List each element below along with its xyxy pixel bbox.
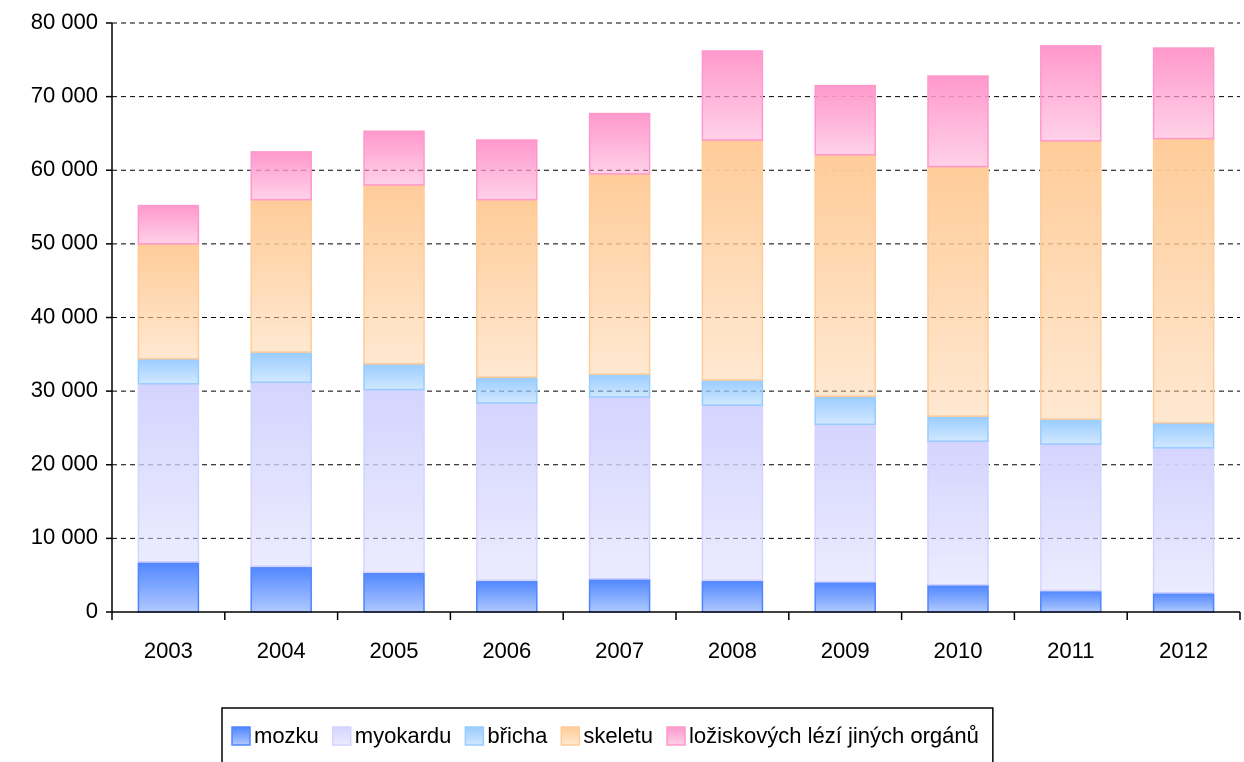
bar-segment xyxy=(927,165,989,417)
bar-segment xyxy=(1040,418,1102,445)
legend-swatch xyxy=(464,726,485,746)
bar-segment xyxy=(1040,45,1102,142)
bar-segment xyxy=(1152,137,1215,424)
bar-segment xyxy=(588,396,651,580)
x-tick-label: 2008 xyxy=(708,638,757,663)
x-tick-label: 2010 xyxy=(934,638,983,663)
y-tick-label: 30 000 xyxy=(31,377,98,402)
x-tick-label: 2005 xyxy=(370,638,419,663)
bar-segment xyxy=(250,351,312,384)
bar-segment xyxy=(363,388,425,573)
bar-segment xyxy=(137,204,200,245)
x-tick-label: 2006 xyxy=(482,638,531,663)
bar-segment xyxy=(927,440,989,586)
x-tick-label: 2007 xyxy=(595,638,644,663)
legend-swatch xyxy=(666,726,686,746)
bar-segment xyxy=(814,84,876,156)
bar-segment xyxy=(250,565,312,613)
bar-segment xyxy=(476,402,538,582)
bar-segment xyxy=(588,173,651,375)
bar-segment xyxy=(588,373,651,398)
x-tick-label: 2012 xyxy=(1159,638,1208,663)
bar-segment xyxy=(137,383,200,563)
bar-segment xyxy=(701,404,764,582)
y-tick-label: 20 000 xyxy=(31,451,98,476)
x-tick-label: 2011 xyxy=(1047,638,1094,663)
bar-segment xyxy=(1040,140,1102,420)
bar-segment xyxy=(476,198,538,378)
bar-segment xyxy=(701,50,764,141)
legend-label: ložiskových lézí jiných orgánů xyxy=(689,723,979,748)
bar-segment xyxy=(1040,443,1102,592)
bar-segment xyxy=(588,112,651,175)
bar-segment xyxy=(363,571,425,613)
y-tick-label: 50 000 xyxy=(31,230,98,255)
bar-segment xyxy=(363,363,425,391)
bar-segment xyxy=(1152,422,1215,449)
legend-label: myokardu xyxy=(355,723,452,748)
bar-segment xyxy=(1152,47,1215,140)
bar-segment xyxy=(814,581,876,613)
bar-segment xyxy=(701,379,764,406)
legend-label: skeletu xyxy=(583,723,653,748)
bar-segment xyxy=(1152,592,1215,613)
y-tick-label: 0 xyxy=(86,598,98,623)
bar-segment xyxy=(476,139,538,201)
bar-segment xyxy=(927,584,989,613)
y-tick-label: 60 000 xyxy=(31,156,98,181)
legend-label: mozku xyxy=(254,723,319,748)
legend-swatch xyxy=(332,726,352,746)
x-tick-label: 2003 xyxy=(144,638,193,663)
bar-segment xyxy=(363,184,425,365)
bar-segment xyxy=(250,151,312,201)
bar-segment xyxy=(814,154,876,398)
bar-segment xyxy=(701,139,764,381)
y-tick-label: 40 000 xyxy=(31,303,98,328)
x-tick-label: 2004 xyxy=(257,638,306,663)
bar-segment xyxy=(137,243,200,360)
legend-label: břicha xyxy=(487,723,548,748)
bar-segment xyxy=(814,423,876,583)
bar-segment xyxy=(137,357,200,385)
legend-swatch xyxy=(231,726,251,746)
bar-segment xyxy=(137,561,200,613)
bar-segment xyxy=(250,198,312,353)
x-tick-label: 2009 xyxy=(821,638,870,663)
bar-segment xyxy=(927,75,989,168)
legend-swatch xyxy=(560,726,581,746)
bar-segment xyxy=(1040,589,1102,613)
bar-segment xyxy=(476,579,538,613)
bar-segment xyxy=(250,381,312,568)
y-tick-label: 10 000 xyxy=(31,524,98,549)
bar-segment xyxy=(814,395,876,426)
bar-segment xyxy=(1152,447,1215,594)
y-tick-label: 80 000 xyxy=(31,9,98,34)
bar-segment xyxy=(476,376,538,404)
bar-segment xyxy=(363,130,425,186)
bar-segment xyxy=(588,578,651,613)
bar-segment xyxy=(701,579,764,613)
y-tick-label: 70 000 xyxy=(31,82,98,107)
bar-segment xyxy=(927,415,989,442)
